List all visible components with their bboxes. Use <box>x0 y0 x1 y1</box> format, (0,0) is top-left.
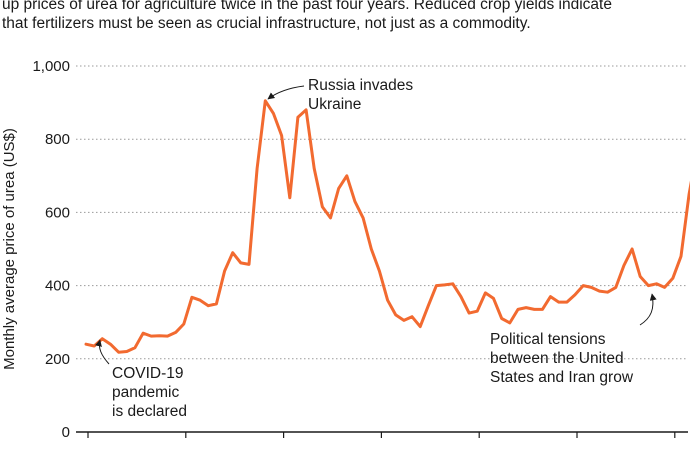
y-tick-label: 800 <box>45 131 70 148</box>
annotations: COVID-19 pandemic is declared Russia invade… <box>95 77 657 420</box>
annotation-text-line: Ukraine <box>308 96 361 113</box>
y-tick-label: 200 <box>45 351 70 368</box>
y-tick-label: 1,000 <box>32 58 70 75</box>
annotation-arrow <box>95 339 110 365</box>
annotation-arrow <box>639 293 657 326</box>
y-axis-ticks: 0 200 400 600 800 1,000 <box>32 58 70 441</box>
annotation-text-line: COVID-19 <box>112 365 184 382</box>
y-tick-label: 600 <box>45 204 70 221</box>
annotation-text-line: pandemic <box>112 384 179 401</box>
annotation-russia: Russia invades Ukraine <box>267 77 413 113</box>
annotation-us-iran: Political tensions between the United Stat… <box>490 293 657 386</box>
annotation-text-line: Political tensions <box>490 331 606 348</box>
y-tick-label: 0 <box>62 424 70 441</box>
caption-line-1: up prices of urea for agriculture twice … <box>2 0 612 13</box>
series-line-urea-price <box>84 99 690 354</box>
figure-caption: up prices of urea for agriculture twice … <box>2 0 688 33</box>
y-tick-label: 400 <box>45 278 70 295</box>
annotation-text-line: States and Iran grow <box>490 369 634 386</box>
y-axis-title: Monthly average price of urea (US$) <box>1 128 18 370</box>
annotation-text-line: is declared <box>112 403 187 420</box>
x-axis-ticks <box>87 432 676 438</box>
annotation-covid: COVID-19 pandemic is declared <box>95 339 187 420</box>
annotation-text-line: between the United <box>490 350 624 367</box>
annotation-arrow <box>267 85 305 100</box>
annotation-text-line: Russia invades <box>308 77 413 94</box>
caption-line-2: that fertilizers must be seen as crucial… <box>2 15 531 32</box>
